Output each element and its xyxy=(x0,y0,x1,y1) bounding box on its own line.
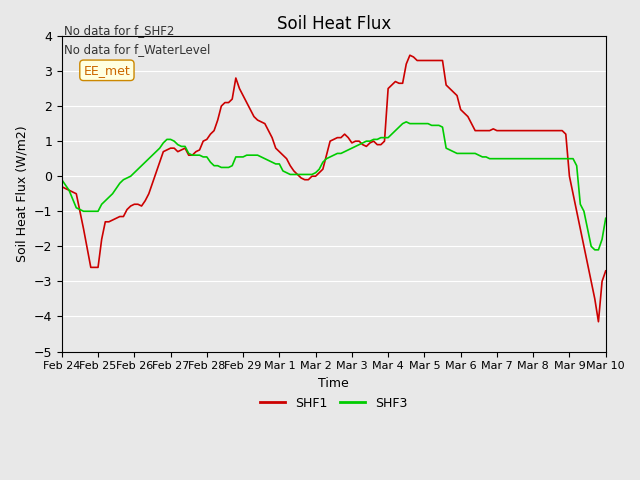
SHF3 xyxy=(203,154,211,160)
X-axis label: Time: Time xyxy=(318,377,349,390)
SHF1 xyxy=(406,52,413,58)
SHF3 xyxy=(591,247,598,253)
SHF3 xyxy=(340,149,348,155)
SHF1 xyxy=(207,131,214,137)
Legend: SHF1, SHF3: SHF1, SHF3 xyxy=(255,392,412,415)
Line: SHF1: SHF1 xyxy=(62,55,605,322)
SHF1 xyxy=(58,184,66,190)
SHF1 xyxy=(602,268,609,274)
SHF1 xyxy=(138,203,145,209)
Y-axis label: Soil Heat Flux (W/m2): Soil Heat Flux (W/m2) xyxy=(15,125,28,262)
SHF3 xyxy=(384,135,392,141)
SHF3 xyxy=(403,119,410,125)
SHF3 xyxy=(225,165,232,170)
SHF3 xyxy=(602,216,609,221)
SHF3 xyxy=(138,163,145,168)
SHF1 xyxy=(340,131,348,137)
Line: SHF3: SHF3 xyxy=(62,122,605,250)
Text: EE_met: EE_met xyxy=(84,64,131,77)
SHF1 xyxy=(203,136,211,142)
Title: Soil Heat Flux: Soil Heat Flux xyxy=(276,15,391,33)
SHF1 xyxy=(225,100,232,106)
SHF3 xyxy=(58,177,66,182)
SHF1 xyxy=(595,319,602,324)
Text: No data for f_WaterLevel: No data for f_WaterLevel xyxy=(64,43,211,56)
SHF1 xyxy=(384,85,392,91)
Text: No data for f_SHF2: No data for f_SHF2 xyxy=(64,24,174,37)
SHF3 xyxy=(207,159,214,165)
